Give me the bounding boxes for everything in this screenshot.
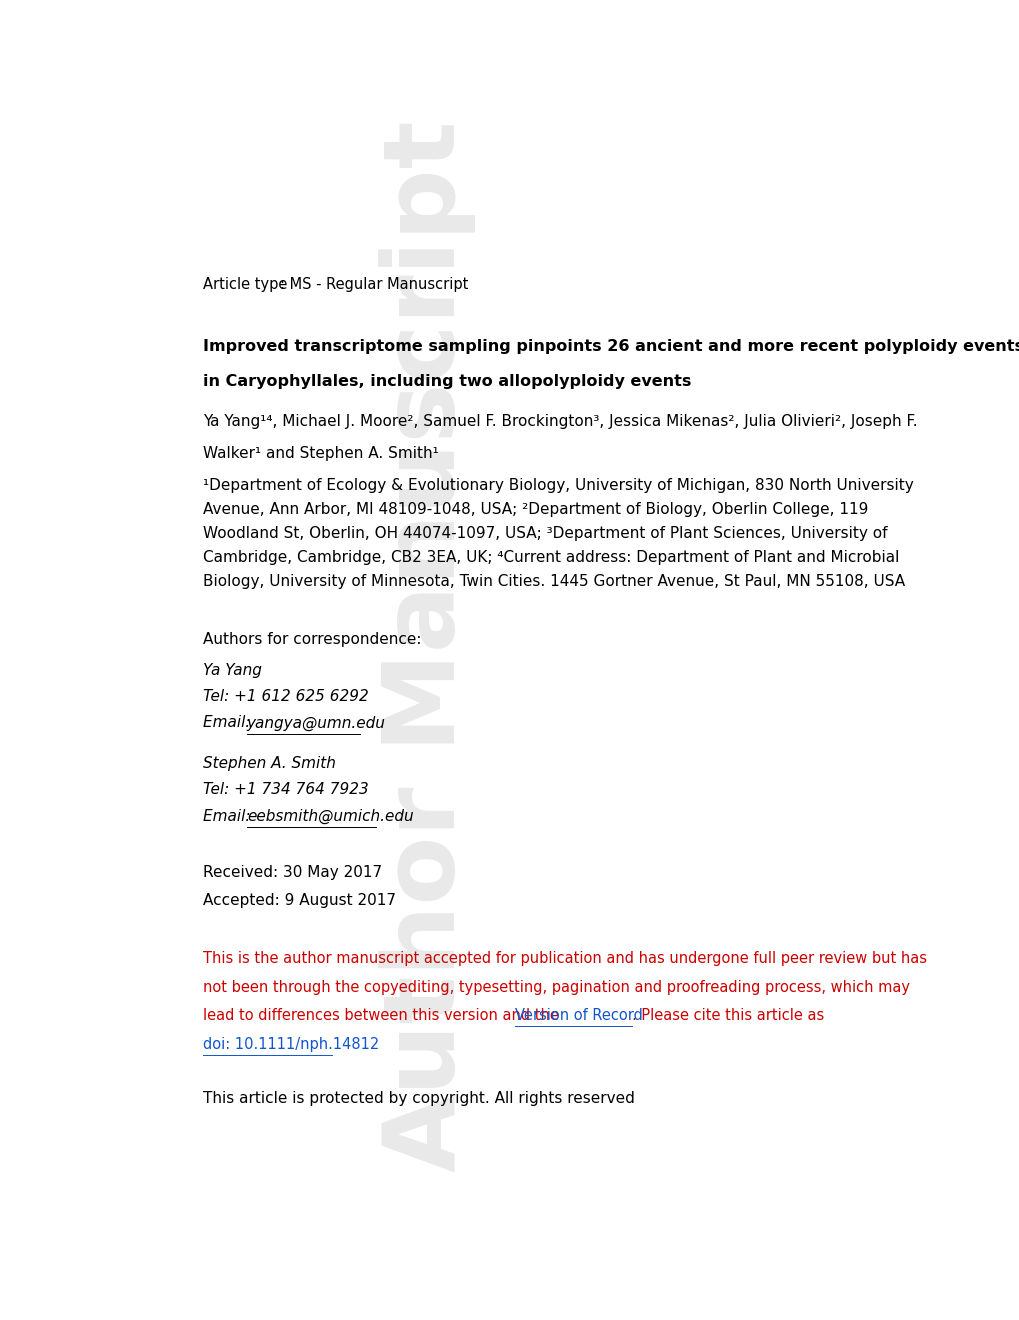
Text: Authors for correspondence:: Authors for correspondence: (203, 632, 421, 647)
Text: Improved transcriptome sampling pinpoints 26 ancient and more recent polyploidy : Improved transcriptome sampling pinpoint… (203, 339, 1019, 354)
Text: : MS - Regular Manuscript: : MS - Regular Manuscript (280, 277, 468, 292)
Text: Walker¹ and Stephen A. Smith¹: Walker¹ and Stephen A. Smith¹ (203, 446, 438, 461)
Text: Author Manuscript: Author Manuscript (379, 120, 476, 1172)
Text: This is the author manuscript accepted for publication and has undergone full pe: This is the author manuscript accepted f… (203, 952, 925, 966)
Text: doi: 10.1111/nph.14812: doi: 10.1111/nph.14812 (203, 1036, 378, 1052)
Text: Ya Yang¹⁴, Michael J. Moore², Samuel F. Brockington³, Jessica Mikenas², Julia Ol: Ya Yang¹⁴, Michael J. Moore², Samuel F. … (203, 413, 916, 429)
Text: eebsmith@umich.edu: eebsmith@umich.edu (247, 809, 413, 824)
Text: ¹Department of Ecology & Evolutionary Biology, University of Michigan, 830 North: ¹Department of Ecology & Evolutionary Bi… (203, 478, 912, 589)
Text: Email:: Email: (203, 715, 255, 730)
Text: Stephen A. Smith: Stephen A. Smith (203, 756, 335, 771)
Text: Email:: Email: (203, 809, 255, 824)
Text: This article is protected by copyright. All rights reserved: This article is protected by copyright. … (203, 1092, 634, 1106)
Text: Tel: +1 734 764 7923: Tel: +1 734 764 7923 (203, 783, 368, 797)
Text: Received: 30 May 2017: Received: 30 May 2017 (203, 865, 381, 880)
Text: Accepted: 9 August 2017: Accepted: 9 August 2017 (203, 894, 395, 908)
Text: Version of Record: Version of Record (515, 1008, 642, 1023)
Text: Ya Yang: Ya Yang (203, 663, 261, 677)
Text: not been through the copyediting, typesetting, pagination and proofreading proce: not been through the copyediting, typese… (203, 979, 909, 995)
Text: yangya@umn.edu: yangya@umn.edu (247, 715, 385, 730)
Text: in Caryophyllales, including two allopolyploidy events: in Caryophyllales, including two allopol… (203, 374, 690, 389)
Text: . Please cite this article as: . Please cite this article as (631, 1008, 827, 1023)
Text: lead to differences between this version and the: lead to differences between this version… (203, 1008, 562, 1023)
Text: Tel: +1 612 625 6292: Tel: +1 612 625 6292 (203, 689, 368, 704)
Text: Article type: Article type (203, 277, 286, 292)
